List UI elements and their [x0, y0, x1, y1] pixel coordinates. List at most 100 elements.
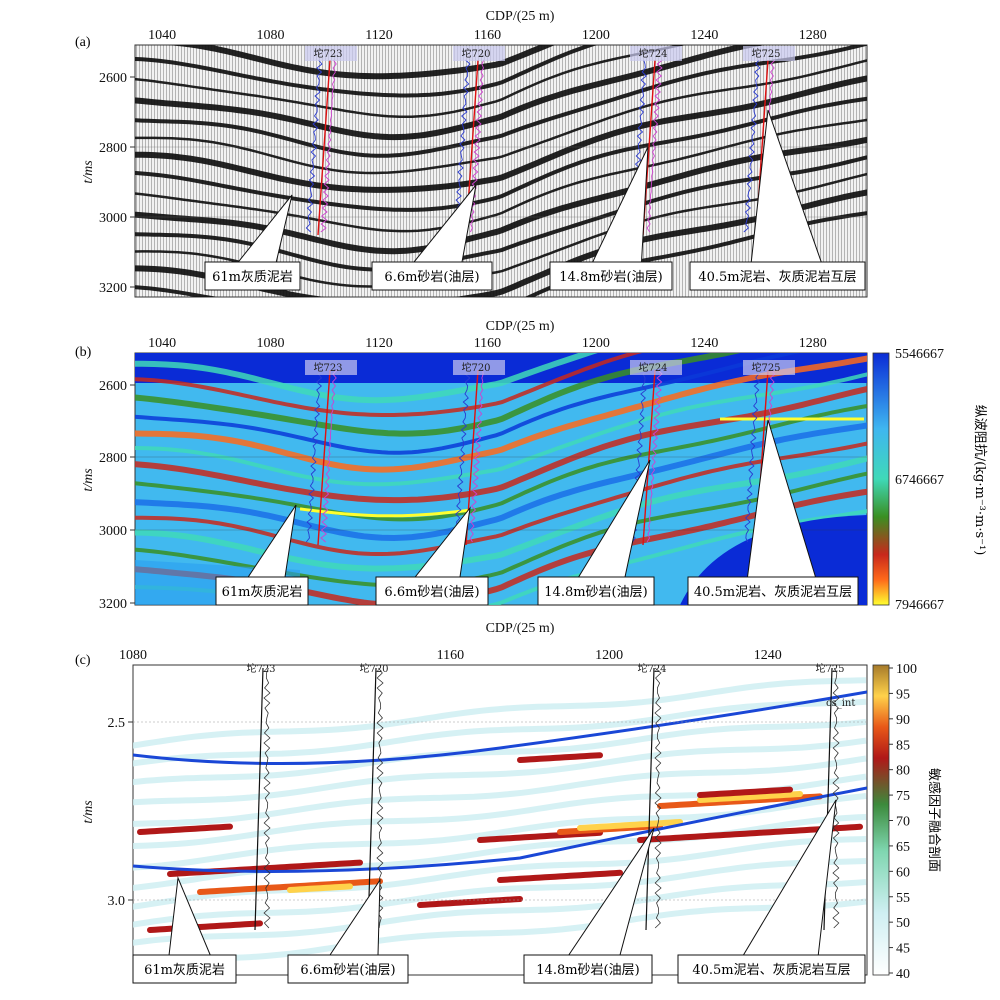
colorbar-tick: 7946667 — [895, 598, 944, 613]
well-label: 坨724 — [638, 47, 667, 60]
callout-box — [523, 954, 653, 984]
colorbar-tick: 40 — [896, 967, 910, 982]
reflector — [135, 211, 867, 297]
x-tick-label: 1200 — [582, 336, 610, 351]
y-axis-title: t/ms — [81, 800, 96, 824]
fusion-layer — [133, 677, 867, 749]
callout-box — [215, 576, 309, 606]
well-log — [646, 369, 663, 543]
y-tick-label: 3000 — [99, 211, 127, 226]
reflector — [135, 59, 867, 175]
reflector — [167, 45, 556, 80]
panel-label: (c) — [75, 653, 91, 668]
reflector — [135, 118, 867, 233]
impedance-layer — [135, 353, 741, 437]
well-log — [743, 59, 761, 233]
reflector — [135, 45, 867, 158]
colorbar-tick: 100 — [896, 662, 917, 677]
fusion-anomaly — [287, 883, 353, 893]
well-label-bg — [743, 46, 795, 61]
well-log — [469, 369, 484, 543]
callout-box — [537, 576, 655, 606]
impedance-layer — [135, 385, 867, 504]
y-tick-label: 3.0 — [108, 894, 126, 909]
well-log — [646, 59, 663, 233]
colorbar-tick: 70 — [896, 815, 910, 830]
panel-label: (a) — [75, 35, 91, 50]
well-label: 坨723 — [313, 361, 342, 374]
colorbar-tick: 45 — [896, 942, 910, 957]
y-tick-label: 3200 — [99, 597, 127, 612]
impedance-layer — [135, 404, 867, 522]
colorbar-tick: 95 — [896, 687, 910, 702]
x-tick-label: 1200 — [595, 648, 623, 663]
x-tick-label: 1080 — [119, 648, 147, 663]
fusion-anomaly — [697, 786, 793, 798]
fusion-anomaly — [137, 823, 233, 835]
fusion-layer — [133, 898, 867, 966]
well-log — [832, 667, 840, 929]
fusion-anomaly — [697, 791, 803, 803]
callout-label: 61m灰质泥岩 — [212, 270, 293, 285]
well-log — [320, 369, 338, 543]
colorbar — [872, 352, 890, 606]
impedance-layer — [135, 455, 867, 572]
y-tick-label: 3200 — [99, 281, 127, 296]
fusion-layer — [133, 698, 867, 767]
fusion-layer — [133, 858, 867, 928]
well-log — [470, 59, 485, 233]
well-label: 坨724 — [637, 662, 666, 675]
x-axis-title: CDP/(25 m) — [486, 621, 555, 636]
axis-ticks: 1080 1160 1200 1240 2.5 3.0 — [108, 648, 782, 909]
callout-label: 14.8m砂岩(油层) — [559, 270, 662, 285]
x-tick-label: 1160 — [474, 28, 501, 43]
callout-box — [687, 576, 859, 606]
well-logs: 坨723 坨720 坨724 坨725 — [305, 46, 795, 236]
impedance-layer — [135, 353, 598, 404]
well-track — [317, 59, 331, 236]
horizon-line — [133, 690, 867, 765]
panel-a: (a) CDP/(25 m) t/ms 1040 1080 1120 1160 1200… — [75, 9, 868, 298]
well-label-bg — [453, 46, 505, 61]
colorbar-tick: 85 — [896, 738, 910, 753]
colorbar-ticks: 100 95 90 85 80 75 70 65 60 55 50 45 40 — [889, 662, 917, 982]
fusion-anomaly — [497, 869, 623, 883]
colorbar-tick: 60 — [896, 865, 910, 880]
callout-label: 6.6m砂岩(油层) — [300, 963, 395, 978]
well-label: 坨720 — [461, 361, 490, 374]
callout-label: 40.5m泥岩、灰质泥岩互层 — [694, 585, 852, 600]
callout-box — [132, 954, 237, 984]
well-log — [453, 59, 471, 233]
y-tick-label: 2600 — [99, 71, 127, 86]
fusion-layer — [133, 755, 867, 827]
callout-label: 40.5m泥岩、灰质泥岩互层 — [698, 270, 856, 285]
impedance-layer — [135, 372, 867, 487]
x-tick-label: 1240 — [754, 648, 782, 663]
well-label: 坨725 — [751, 361, 780, 374]
well-log — [744, 369, 761, 543]
bright-layer — [299, 507, 469, 518]
colorbar-title: 敏感因子融合剖面 — [926, 768, 942, 872]
x-tick-label: 1080 — [257, 28, 285, 43]
x-tick-label: 1240 — [690, 28, 718, 43]
well-label: 坨723 — [246, 662, 275, 675]
reflector — [135, 45, 686, 119]
colorbar-title: 纵波阻抗/(kg·m⁻³·m·s⁻¹) — [972, 405, 987, 556]
colorbar-tick: 55 — [896, 891, 910, 906]
fusion-anomaly — [517, 752, 603, 763]
callout-label: 6.6m砂岩(油层) — [384, 585, 479, 600]
well-log — [263, 667, 271, 929]
impedance-layer — [135, 355, 867, 473]
y-tick-label: 2800 — [99, 141, 127, 156]
well-label: 坨725 — [751, 47, 780, 60]
colorbar-tick: 65 — [896, 840, 910, 855]
well-logs: 坨723 坨720 坨724 坨725 — [305, 360, 795, 546]
colorbar-tick: 6746667 — [895, 473, 944, 488]
fusion-layer — [133, 879, 867, 946]
well-label-bg — [630, 360, 682, 375]
well-log — [305, 59, 323, 233]
callout-label: 61m灰质泥岩 — [144, 963, 225, 978]
fusion-anomaly — [417, 896, 523, 908]
x-tick-label: 1280 — [799, 336, 827, 351]
